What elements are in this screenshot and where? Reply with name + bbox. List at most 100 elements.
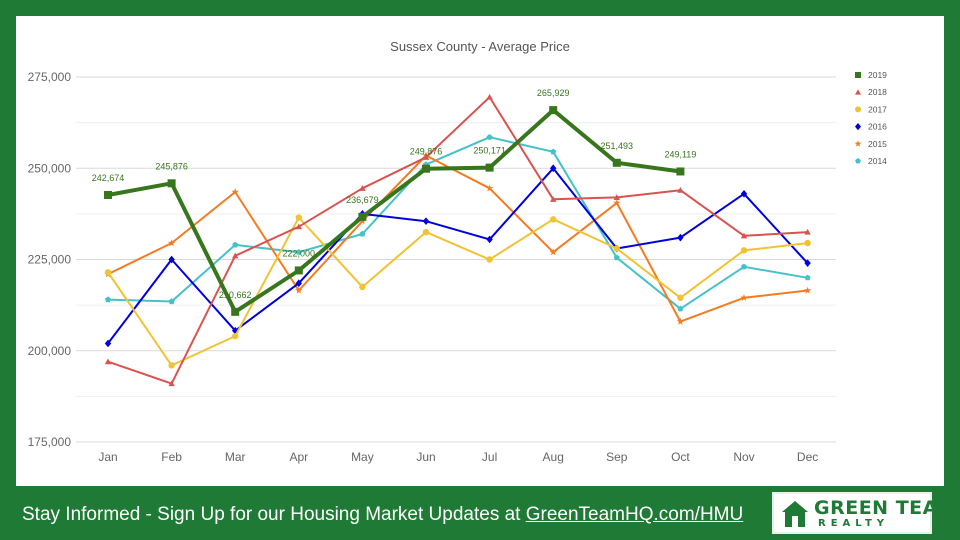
data-point bbox=[550, 148, 557, 155]
data-point bbox=[740, 189, 748, 198]
data-point bbox=[549, 248, 557, 256]
x-tick-label: Jan bbox=[98, 450, 117, 464]
chart-panel: Sussex County - Average Price 175,000 200,… bbox=[16, 16, 944, 486]
data-point bbox=[294, 266, 303, 275]
data-point bbox=[855, 106, 861, 113]
data-point bbox=[359, 283, 366, 291]
x-tick-label: Jul bbox=[482, 450, 497, 464]
data-point bbox=[104, 358, 112, 365]
data-point bbox=[741, 263, 747, 270]
data-point bbox=[855, 158, 861, 164]
series-line-2018 bbox=[107, 96, 808, 385]
data-label: 249,876 bbox=[410, 147, 443, 157]
data-point bbox=[295, 223, 302, 230]
legend-entry: 2015 bbox=[868, 139, 887, 149]
data-point bbox=[168, 362, 175, 369]
data-point bbox=[485, 184, 494, 192]
logo-line-1: GREEN TEAM bbox=[814, 497, 958, 519]
data-point bbox=[677, 305, 684, 312]
legend-entry: 2014 bbox=[868, 156, 887, 166]
data-point bbox=[740, 232, 748, 239]
data-point bbox=[550, 196, 557, 202]
data-point bbox=[422, 228, 430, 236]
data-point bbox=[358, 212, 367, 221]
green-team-realty-logo: GREEN TEAM REALTY bbox=[772, 492, 957, 534]
data-label: 265,929 bbox=[537, 88, 570, 98]
line-chart: Sussex County - Average Price 175,000 200,… bbox=[28, 39, 888, 464]
series-line-2019 bbox=[107, 108, 681, 314]
x-tick-label: Oct bbox=[671, 450, 690, 464]
data-point bbox=[803, 286, 812, 294]
y-tick-label: 200,000 bbox=[28, 344, 72, 358]
data-label: 249,119 bbox=[664, 149, 696, 159]
data-point bbox=[422, 154, 430, 160]
x-tick-label: Feb bbox=[161, 450, 182, 464]
y-tick-label: 225,000 bbox=[28, 253, 72, 267]
data-point bbox=[550, 216, 557, 223]
data-point bbox=[422, 217, 430, 226]
data-point bbox=[105, 296, 111, 303]
data-label: 245,876 bbox=[155, 161, 188, 171]
data-point bbox=[549, 106, 558, 115]
series-line-2014 bbox=[107, 136, 808, 310]
data-point bbox=[231, 188, 239, 196]
data-point bbox=[550, 164, 557, 173]
data-point bbox=[855, 72, 861, 78]
data-point bbox=[168, 298, 175, 305]
data-point bbox=[168, 380, 175, 387]
data-point bbox=[104, 190, 112, 199]
footer-message: Stay Informed - Sign Up for our Housing … bbox=[22, 504, 526, 525]
legend-entry: 2017 bbox=[868, 104, 887, 114]
legend-entry: 2016 bbox=[868, 122, 887, 132]
house-icon bbox=[782, 501, 808, 527]
data-point bbox=[232, 332, 239, 340]
data-point bbox=[855, 123, 861, 131]
data-point bbox=[740, 294, 748, 301]
x-tick-label: May bbox=[351, 450, 374, 464]
data-point bbox=[613, 199, 621, 206]
series-line-2017 bbox=[107, 216, 808, 367]
data-point bbox=[804, 239, 811, 247]
data-point bbox=[295, 279, 302, 288]
chart-title: Sussex County - Average Price bbox=[390, 39, 570, 54]
y-tick-label: 250,000 bbox=[28, 161, 72, 175]
y-tick-label: 175,000 bbox=[28, 435, 72, 449]
data-point bbox=[104, 269, 112, 276]
series-line-2015 bbox=[107, 154, 808, 323]
x-tick-label: Apr bbox=[289, 450, 308, 464]
data-point bbox=[677, 294, 684, 302]
data-point bbox=[167, 239, 176, 247]
data-point bbox=[613, 245, 620, 252]
footer-banner: Stay Informed - Sign Up for our Housing … bbox=[22, 504, 743, 526]
data-point bbox=[854, 140, 862, 147]
data-label: 250,171 bbox=[473, 146, 506, 156]
x-tick-label: Dec bbox=[797, 450, 818, 464]
data-point bbox=[232, 241, 239, 248]
data-label: 242,674 bbox=[92, 173, 125, 183]
data-point bbox=[486, 134, 493, 140]
y-tick-label: 275,000 bbox=[28, 70, 72, 84]
data-point bbox=[104, 339, 112, 348]
data-point bbox=[359, 185, 366, 191]
data-point bbox=[804, 228, 811, 235]
data-point bbox=[295, 249, 302, 255]
data-label: 236,679 bbox=[346, 195, 379, 205]
data-point bbox=[740, 247, 748, 254]
x-tick-label: Mar bbox=[225, 450, 246, 464]
data-point bbox=[676, 167, 685, 176]
data-label: 222,000 bbox=[283, 248, 316, 258]
legend-entry: 2019 bbox=[868, 70, 887, 80]
data-point bbox=[485, 163, 494, 172]
x-tick-label: Jun bbox=[416, 450, 435, 464]
x-tick-label: Sep bbox=[606, 450, 628, 464]
data-point bbox=[612, 158, 621, 167]
legend-entry: 2018 bbox=[868, 87, 887, 97]
signup-link[interactable]: GreenTeamHQ.com/HMU bbox=[525, 504, 744, 525]
data-point bbox=[855, 89, 861, 95]
data-point bbox=[677, 186, 684, 193]
data-point bbox=[486, 235, 493, 244]
data-point bbox=[677, 233, 684, 242]
data-point bbox=[232, 252, 239, 259]
data-point bbox=[168, 255, 175, 264]
data-label: 210,662 bbox=[219, 290, 252, 300]
